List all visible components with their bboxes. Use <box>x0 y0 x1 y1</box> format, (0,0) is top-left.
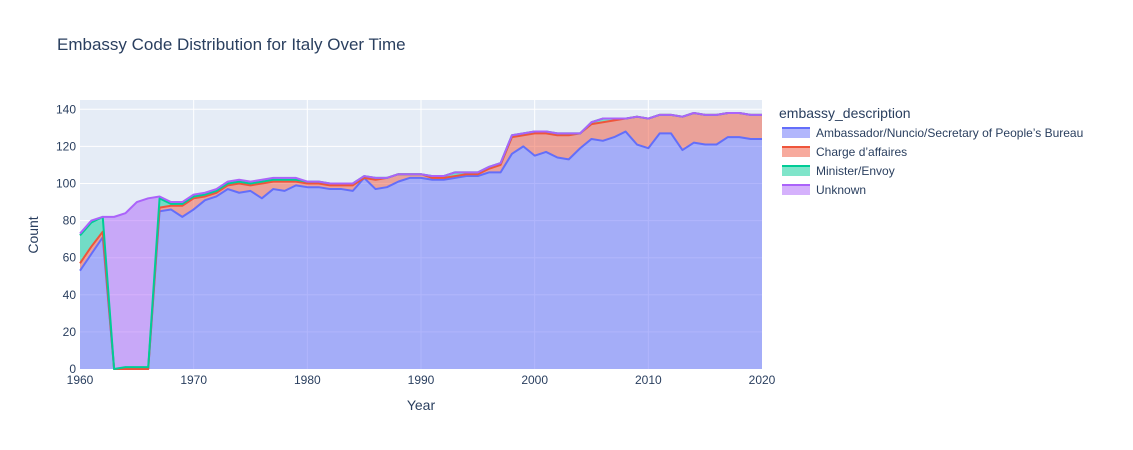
x-tick-label: 1960 <box>67 373 94 387</box>
x-axis-ticks: 1960 1970 1980 1990 2000 2010 2020 <box>67 373 776 387</box>
y-axis-ticks: 0 20 40 60 80 100 120 140 <box>56 102 76 376</box>
y-tick-label: 40 <box>63 288 77 302</box>
line-series-3 <box>79 111 762 235</box>
legend-item-1[interactable]: Charge d’affaires <box>782 145 907 159</box>
line-series-0 <box>79 130 762 370</box>
area-series-3[interactable] <box>80 112 762 370</box>
y-tick-label: 60 <box>63 251 77 265</box>
legend-label: Unknown <box>816 183 866 197</box>
y-tick-label: 140 <box>56 102 76 116</box>
series-lines <box>79 111 762 370</box>
legend-swatch <box>782 166 810 176</box>
x-tick-label: 1970 <box>180 373 207 387</box>
y-tick-label: 120 <box>56 139 76 153</box>
area-series-1[interactable] <box>80 112 762 370</box>
legend-item-3[interactable]: Unknown <box>782 183 866 197</box>
x-tick-label: 1980 <box>294 373 321 387</box>
legend-title: embassy_description <box>779 105 911 121</box>
x-tick-label: 2000 <box>521 373 548 387</box>
legend-swatch <box>782 147 810 157</box>
y-tick-label: 80 <box>63 214 77 228</box>
legend-label: Charge d’affaires <box>816 145 907 159</box>
legend-item-2[interactable]: Minister/Envoy <box>782 164 895 178</box>
x-tick-label: 2010 <box>635 373 662 387</box>
legend-label: Minister/Envoy <box>816 164 895 178</box>
y-tick-label: 0 <box>69 362 76 376</box>
chart-title: Embassy Code Distribution for Italy Over… <box>57 35 406 54</box>
x-tick-label: 2020 <box>749 373 776 387</box>
legend-swatch <box>782 185 810 195</box>
x-tick-label: 1990 <box>408 373 435 387</box>
legend-swatch <box>782 128 810 138</box>
legend-item-0[interactable]: Ambassador/Nuncio/Secretary of People’s … <box>782 126 1083 140</box>
x-axis-label: Year <box>407 397 436 413</box>
legend[interactable]: Ambassador/Nuncio/Secretary of People’s … <box>782 126 1083 197</box>
y-tick-label: 100 <box>56 176 76 190</box>
y-tick-label: 20 <box>63 325 77 339</box>
legend-label: Ambassador/Nuncio/Secretary of People’s … <box>816 126 1083 140</box>
y-axis-label: Count <box>25 216 41 253</box>
